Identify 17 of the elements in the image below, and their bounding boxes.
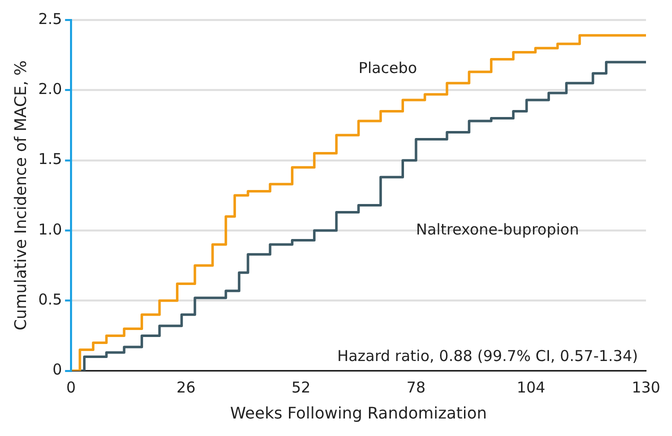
y-axis-title: Cumulative Incidence of MACE, % [10, 60, 30, 330]
y-tick-label: 2.5 [38, 10, 62, 28]
x-tick-label: 78 [406, 378, 426, 397]
series-label: Placebo [358, 59, 418, 78]
y-tick-label: 0 [52, 360, 62, 379]
x-tick-label: 130 [632, 378, 660, 397]
x-tick-label: 52 [291, 378, 311, 397]
text: Naltrexone-bupropion [416, 220, 579, 238]
y-tick-label: 0.5 [38, 290, 62, 309]
x-tick-label: 0 [66, 378, 76, 397]
y-tick-label: 1.5 [38, 150, 62, 168]
x-axis-title: Weeks Following Randomization [230, 404, 487, 423]
y-tick-label: 1.0 [38, 220, 62, 238]
annotation: Hazard ratio, 0.88 (99.7% CI, 0.57-1.34) [337, 347, 638, 366]
x-tick-label: 26 [176, 378, 196, 397]
x-tick-label: 104 [516, 378, 546, 397]
y-tick-label: 2.0 [38, 80, 62, 98]
